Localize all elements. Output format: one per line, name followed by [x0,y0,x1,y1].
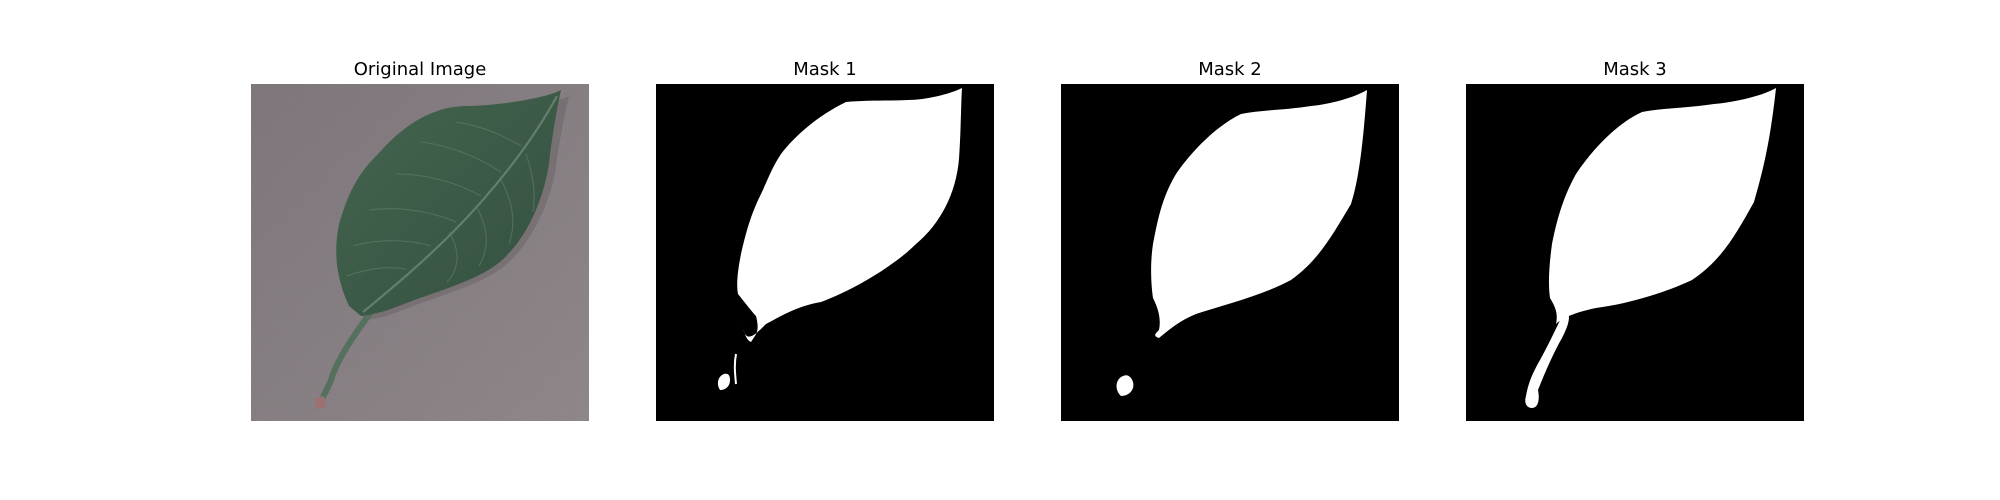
segmentation-mask-3 [1466,84,1804,421]
segmentation-mask-1 [656,84,994,421]
leaf-midrib [362,95,558,313]
mask-leaf-region [1151,90,1367,338]
leaf-blade [336,90,561,316]
mask-stem-tip [717,373,730,390]
panel-title: Mask 3 [1603,59,1667,80]
mask-stem-region [1525,308,1569,408]
stem-tip [314,396,326,410]
panel-mask-1: Mask 1 [656,58,994,421]
leaf-side-veins [346,121,535,283]
segmentation-mask-2 [1061,84,1399,421]
mask-stem-tip [1116,375,1134,396]
panel-title: Mask 1 [793,59,857,80]
mask-leaf-region [737,88,962,342]
panel-title: Mask 2 [1198,59,1262,80]
panel-title: Original Image [353,59,487,80]
mask-leaf-region [1548,88,1776,324]
mask-stem-fragment [733,353,737,385]
panel-original-image: Original Image [251,58,589,421]
panel-mask-3: Mask 3 [1466,58,1804,421]
original-leaf-image [251,84,589,421]
panel-mask-2: Mask 2 [1061,58,1399,421]
